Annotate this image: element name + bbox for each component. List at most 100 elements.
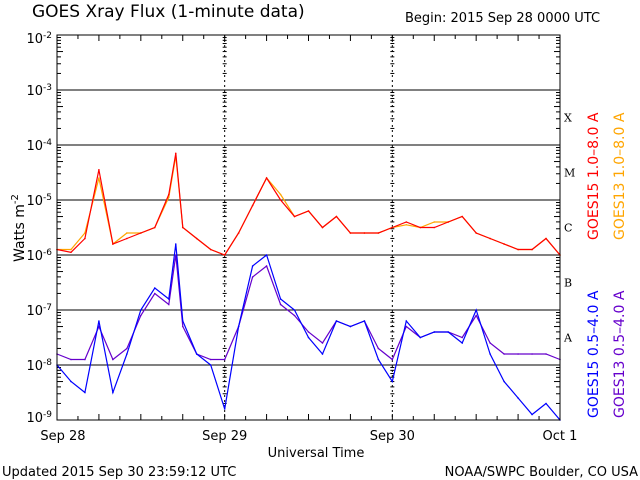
data-point <box>112 391 114 394</box>
data-point <box>251 204 254 207</box>
x-tick-label: Sep 30 <box>370 429 415 444</box>
data-point <box>503 353 505 355</box>
data-point <box>223 254 226 256</box>
data-point <box>377 232 380 234</box>
data-point <box>517 397 519 399</box>
chart-title: GOES Xray Flux (1-minute data) <box>32 2 305 22</box>
y-tick-exp: -5 <box>43 193 52 203</box>
data-point <box>545 353 547 355</box>
data-point <box>70 248 72 251</box>
series-line-1 <box>56 153 561 256</box>
y-tick-base: 10 <box>26 194 43 209</box>
data-point <box>98 168 100 171</box>
data-point <box>461 215 463 218</box>
data-point <box>279 303 282 306</box>
data-point <box>405 221 408 223</box>
flare-class-label: C <box>564 222 572 235</box>
data-point <box>293 215 296 218</box>
data-point <box>140 232 142 234</box>
flare-class-label: A <box>563 332 573 345</box>
plot-frame <box>56 34 561 421</box>
data-point <box>70 251 72 254</box>
data-point <box>167 303 170 306</box>
data-point <box>251 276 254 278</box>
data-point <box>265 254 268 256</box>
data-point <box>391 226 394 229</box>
data-point <box>475 309 477 311</box>
y-tick-exp: -7 <box>43 303 52 313</box>
data-point <box>545 237 547 240</box>
data-point <box>433 331 436 333</box>
y-tick-label: 10-5 <box>26 193 52 209</box>
y-tick-exp: -4 <box>43 138 52 148</box>
data-point <box>195 237 198 240</box>
data-point <box>181 226 184 229</box>
data-point <box>391 380 394 383</box>
data-point <box>98 177 100 179</box>
data-point <box>154 287 156 289</box>
data-point <box>167 298 170 300</box>
credit-label: NOAA/SWPC Boulder, CO USA <box>445 465 638 480</box>
legend: GOES15 1.0–8.0 A GOES13 1.0–8.0 A GOES15 0… <box>586 112 628 418</box>
updated-label: Updated 2015 Sep 30 23:59:12 UTC <box>2 465 236 480</box>
data-point <box>391 358 394 361</box>
data-point <box>419 226 422 229</box>
data-point <box>405 325 408 328</box>
data-point <box>181 320 184 322</box>
data-point <box>223 408 226 410</box>
x-tick-label: Sep 28 <box>40 429 85 444</box>
data-point <box>126 232 128 234</box>
y-tick-base: 10 <box>26 32 43 47</box>
data-point <box>112 358 114 361</box>
data-point <box>126 237 128 240</box>
data-point <box>531 353 533 355</box>
flare-class-label: X <box>564 112 572 125</box>
x-tick-labels: Sep 28 Sep 29 Sep 30 Oct 1 <box>40 429 577 444</box>
data-point <box>265 177 268 179</box>
y-tick-exp: -2 <box>43 31 52 41</box>
legend-entry: GOES15 0.5–4.0 A <box>586 290 602 418</box>
data-point <box>126 353 128 355</box>
data-point <box>489 237 491 240</box>
data-point <box>307 210 310 212</box>
data-point <box>433 226 436 229</box>
y-tick-label: 10-3 <box>26 83 52 99</box>
data-point <box>517 248 519 251</box>
data-point <box>195 353 198 355</box>
y-tick-label: 10-4 <box>26 138 52 154</box>
data-point <box>489 353 491 355</box>
y-tick-base: 10 <box>26 249 43 264</box>
data-point <box>545 402 547 405</box>
data-point <box>321 353 324 355</box>
data-point <box>475 232 477 234</box>
data-point <box>174 243 177 245</box>
y-tick-label: 10-2 <box>26 31 52 47</box>
data-point <box>84 391 86 394</box>
data-point <box>279 193 282 196</box>
series-line-3 <box>56 243 561 421</box>
data-point <box>489 342 491 344</box>
data-point <box>140 314 142 317</box>
data-point <box>433 221 436 223</box>
data-point <box>279 298 282 300</box>
data-point <box>237 232 240 234</box>
series-group <box>56 152 561 421</box>
y-tick-label: 10-8 <box>26 358 52 374</box>
data-point <box>167 193 170 196</box>
data-point <box>126 347 128 350</box>
data-point <box>174 152 177 155</box>
data-point <box>335 320 338 322</box>
data-point <box>293 314 296 317</box>
x-axis-label: Universal Time <box>268 446 365 461</box>
data-point <box>503 380 505 383</box>
data-point <box>154 226 156 229</box>
y-tick-base: 10 <box>26 304 43 319</box>
data-point <box>237 325 240 328</box>
data-point <box>307 336 310 339</box>
data-point <box>321 342 324 344</box>
begin-label: Begin: 2015 Sep 28 0000 UTC <box>405 11 600 26</box>
data-point <box>251 265 254 267</box>
data-point <box>154 292 156 295</box>
flare-class-labels: X M C B A <box>563 112 575 345</box>
data-point <box>293 309 296 311</box>
